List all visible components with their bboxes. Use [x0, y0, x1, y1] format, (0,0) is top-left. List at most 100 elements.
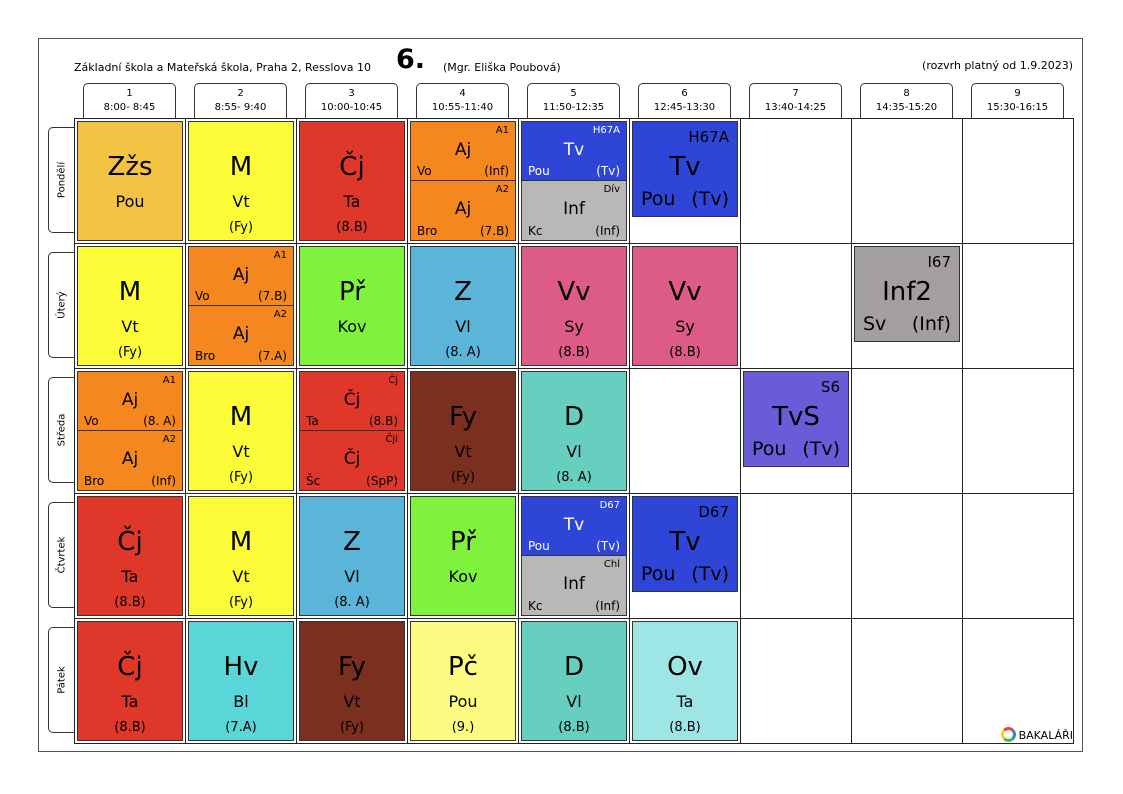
- lesson-cell[interactable]: M Vt (Fy): [188, 121, 294, 241]
- room-label: (Fy): [117, 345, 143, 360]
- room-label: (8.B): [336, 220, 368, 235]
- group-lesson-cell[interactable]: H67A Tv Pou (Tv): [632, 121, 738, 217]
- period-header-7: 7 13:40-14:25: [749, 83, 842, 118]
- lesson-group-top[interactable]: A1 Aj Vo (7.B): [189, 247, 293, 306]
- subject-label: M: [118, 277, 142, 307]
- day-label: Středa: [56, 413, 67, 447]
- subject-label: Tv: [669, 527, 701, 557]
- teacher-label: Vt: [343, 692, 361, 711]
- subject-label: TvS: [772, 402, 820, 432]
- room-label: (Fy): [339, 720, 365, 735]
- lesson-cell[interactable]: Čj Ta (8.B): [299, 121, 405, 241]
- subject-label: Tv: [563, 140, 585, 160]
- split-lesson-cell[interactable]: D67 Tv Pou (Tv) Chl Inf Kc (Inf): [521, 496, 627, 616]
- teacher-label: Šc: [306, 474, 321, 488]
- period-number: 9: [1014, 88, 1021, 99]
- subject-label: Př: [450, 527, 476, 557]
- split-lesson-cell[interactable]: A1 Aj Vo (8. A) A2 Aj Bro (Inf): [77, 371, 183, 491]
- room-label: (8.B): [669, 720, 701, 735]
- lesson-cell[interactable]: Z Vl (8. A): [410, 246, 516, 366]
- period-number: 7: [792, 88, 799, 99]
- teacher-label: Bl: [233, 692, 249, 711]
- room-label: (Inf): [595, 599, 620, 613]
- teacher-label: Ta: [306, 414, 319, 428]
- period-number: 3: [348, 88, 355, 99]
- lesson-cell[interactable]: Př Kov: [299, 246, 405, 366]
- class-teacher: (Mgr. Eliška Poubová): [443, 61, 561, 74]
- teacher-label: Pou: [115, 192, 145, 211]
- split-lesson-cell[interactable]: A1 Aj Vo (7.B) A2 Aj Bro (7.A): [188, 246, 294, 366]
- lesson-cell[interactable]: Ov Ta (8.B): [632, 621, 738, 741]
- group-label: A2: [273, 309, 287, 320]
- subject-label: Aj: [454, 199, 472, 219]
- subject-label: Tv: [669, 152, 701, 182]
- lesson-group-top[interactable]: Čj Čj Ta (8.B): [300, 372, 404, 431]
- teacher-label: Kov: [337, 317, 367, 336]
- teacher-label: Kc: [528, 224, 543, 238]
- room-label: (Fy): [450, 470, 476, 485]
- period-number: 4: [459, 88, 466, 99]
- lesson-cell[interactable]: M Vt (Fy): [188, 371, 294, 491]
- teacher-label: Vl: [566, 692, 582, 711]
- lesson-cell[interactable]: Čj Ta (8.B): [77, 496, 183, 616]
- lesson-group-top[interactable]: D67 Tv Pou (Tv): [522, 497, 626, 556]
- teacher-label: Kc: [528, 599, 543, 613]
- grid-line: [74, 618, 1074, 619]
- lesson-cell[interactable]: Př Kov: [410, 496, 516, 616]
- subject-label: D: [563, 402, 585, 432]
- lesson-cell[interactable]: M Vt (Fy): [77, 246, 183, 366]
- lesson-cell[interactable]: M Vt (Fy): [188, 496, 294, 616]
- period-number: 8: [903, 88, 910, 99]
- room-label: (Tv): [691, 563, 729, 585]
- subject-label: Čj: [343, 449, 361, 469]
- teacher-label: Bro: [84, 474, 105, 488]
- subject-label: Př: [339, 277, 365, 307]
- group-label: D67: [698, 503, 729, 521]
- lesson-cell[interactable]: Hv Bl (7.A): [188, 621, 294, 741]
- lesson-cell[interactable]: Fy Vt (Fy): [299, 621, 405, 741]
- teacher-label: Ta: [121, 567, 139, 586]
- lesson-group-bottom[interactable]: A2 Aj Bro (7.A): [189, 306, 293, 365]
- room-label: (8. A): [445, 345, 481, 360]
- lesson-group-top[interactable]: A1 Aj Vo (Inf): [411, 122, 515, 181]
- subject-label: D: [563, 652, 585, 682]
- period-number: 1: [126, 88, 133, 99]
- subject-label: Zžs: [107, 152, 153, 182]
- group-label: A2: [162, 434, 176, 445]
- lesson-cell[interactable]: Zžs Pou: [77, 121, 183, 241]
- lesson-group-bottom[interactable]: Chl Inf Kc (Inf): [522, 556, 626, 615]
- group-label: H67A: [592, 125, 620, 136]
- room-label: (8.B): [669, 345, 701, 360]
- lesson-cell[interactable]: Vv Sy (8.B): [521, 246, 627, 366]
- lesson-cell[interactable]: Vv Sy (8.B): [632, 246, 738, 366]
- lesson-group-top[interactable]: H67A Tv Pou (Tv): [522, 122, 626, 181]
- teacher-label: Ta: [121, 692, 139, 711]
- room-label: (8.B): [114, 720, 146, 735]
- subject-label: Tv: [563, 515, 585, 535]
- split-lesson-cell[interactable]: A1 Aj Vo (Inf) A2 Aj Bro (7.B): [410, 121, 516, 241]
- teacher-label: Vl: [344, 567, 360, 586]
- group-label: Čji: [385, 434, 398, 445]
- lesson-cell[interactable]: Pč Pou (9.): [410, 621, 516, 741]
- room-label: (Tv): [596, 539, 620, 553]
- teacher-label: Pou: [448, 692, 478, 711]
- period-time: 12:45-13:30: [653, 102, 716, 113]
- lesson-group-bottom[interactable]: Dív Inf Kc (Inf): [522, 181, 626, 240]
- lesson-group-bottom[interactable]: A2 Aj Bro (7.B): [411, 181, 515, 240]
- subject-label: Aj: [232, 265, 250, 285]
- lesson-group-bottom[interactable]: Čji Čj Šc (SpP): [300, 431, 404, 490]
- lesson-cell[interactable]: Z Vl (8. A): [299, 496, 405, 616]
- lesson-group-bottom[interactable]: A2 Aj Bro (Inf): [78, 431, 182, 490]
- lesson-cell[interactable]: D Vl (8.B): [521, 621, 627, 741]
- lesson-cell[interactable]: Fy Vt (Fy): [410, 371, 516, 491]
- lesson-cell[interactable]: Čj Ta (8.B): [77, 621, 183, 741]
- split-lesson-cell[interactable]: H67A Tv Pou (Tv) Dív Inf Kc (Inf): [521, 121, 627, 241]
- group-lesson-cell[interactable]: D67 Tv Pou (Tv): [632, 496, 738, 592]
- teacher-label: Pou: [641, 563, 676, 585]
- group-lesson-cell[interactable]: I67 Inf2 Sv (Inf): [854, 246, 960, 342]
- lesson-group-top[interactable]: A1 Aj Vo (8. A): [78, 372, 182, 431]
- room-label: (Inf): [911, 313, 951, 335]
- split-lesson-cell[interactable]: Čj Čj Ta (8.B) Čji Čj Šc (SpP): [299, 371, 405, 491]
- group-lesson-cell[interactable]: S6 TvS Pou (Tv): [743, 371, 849, 467]
- lesson-cell[interactable]: D Vl (8. A): [521, 371, 627, 491]
